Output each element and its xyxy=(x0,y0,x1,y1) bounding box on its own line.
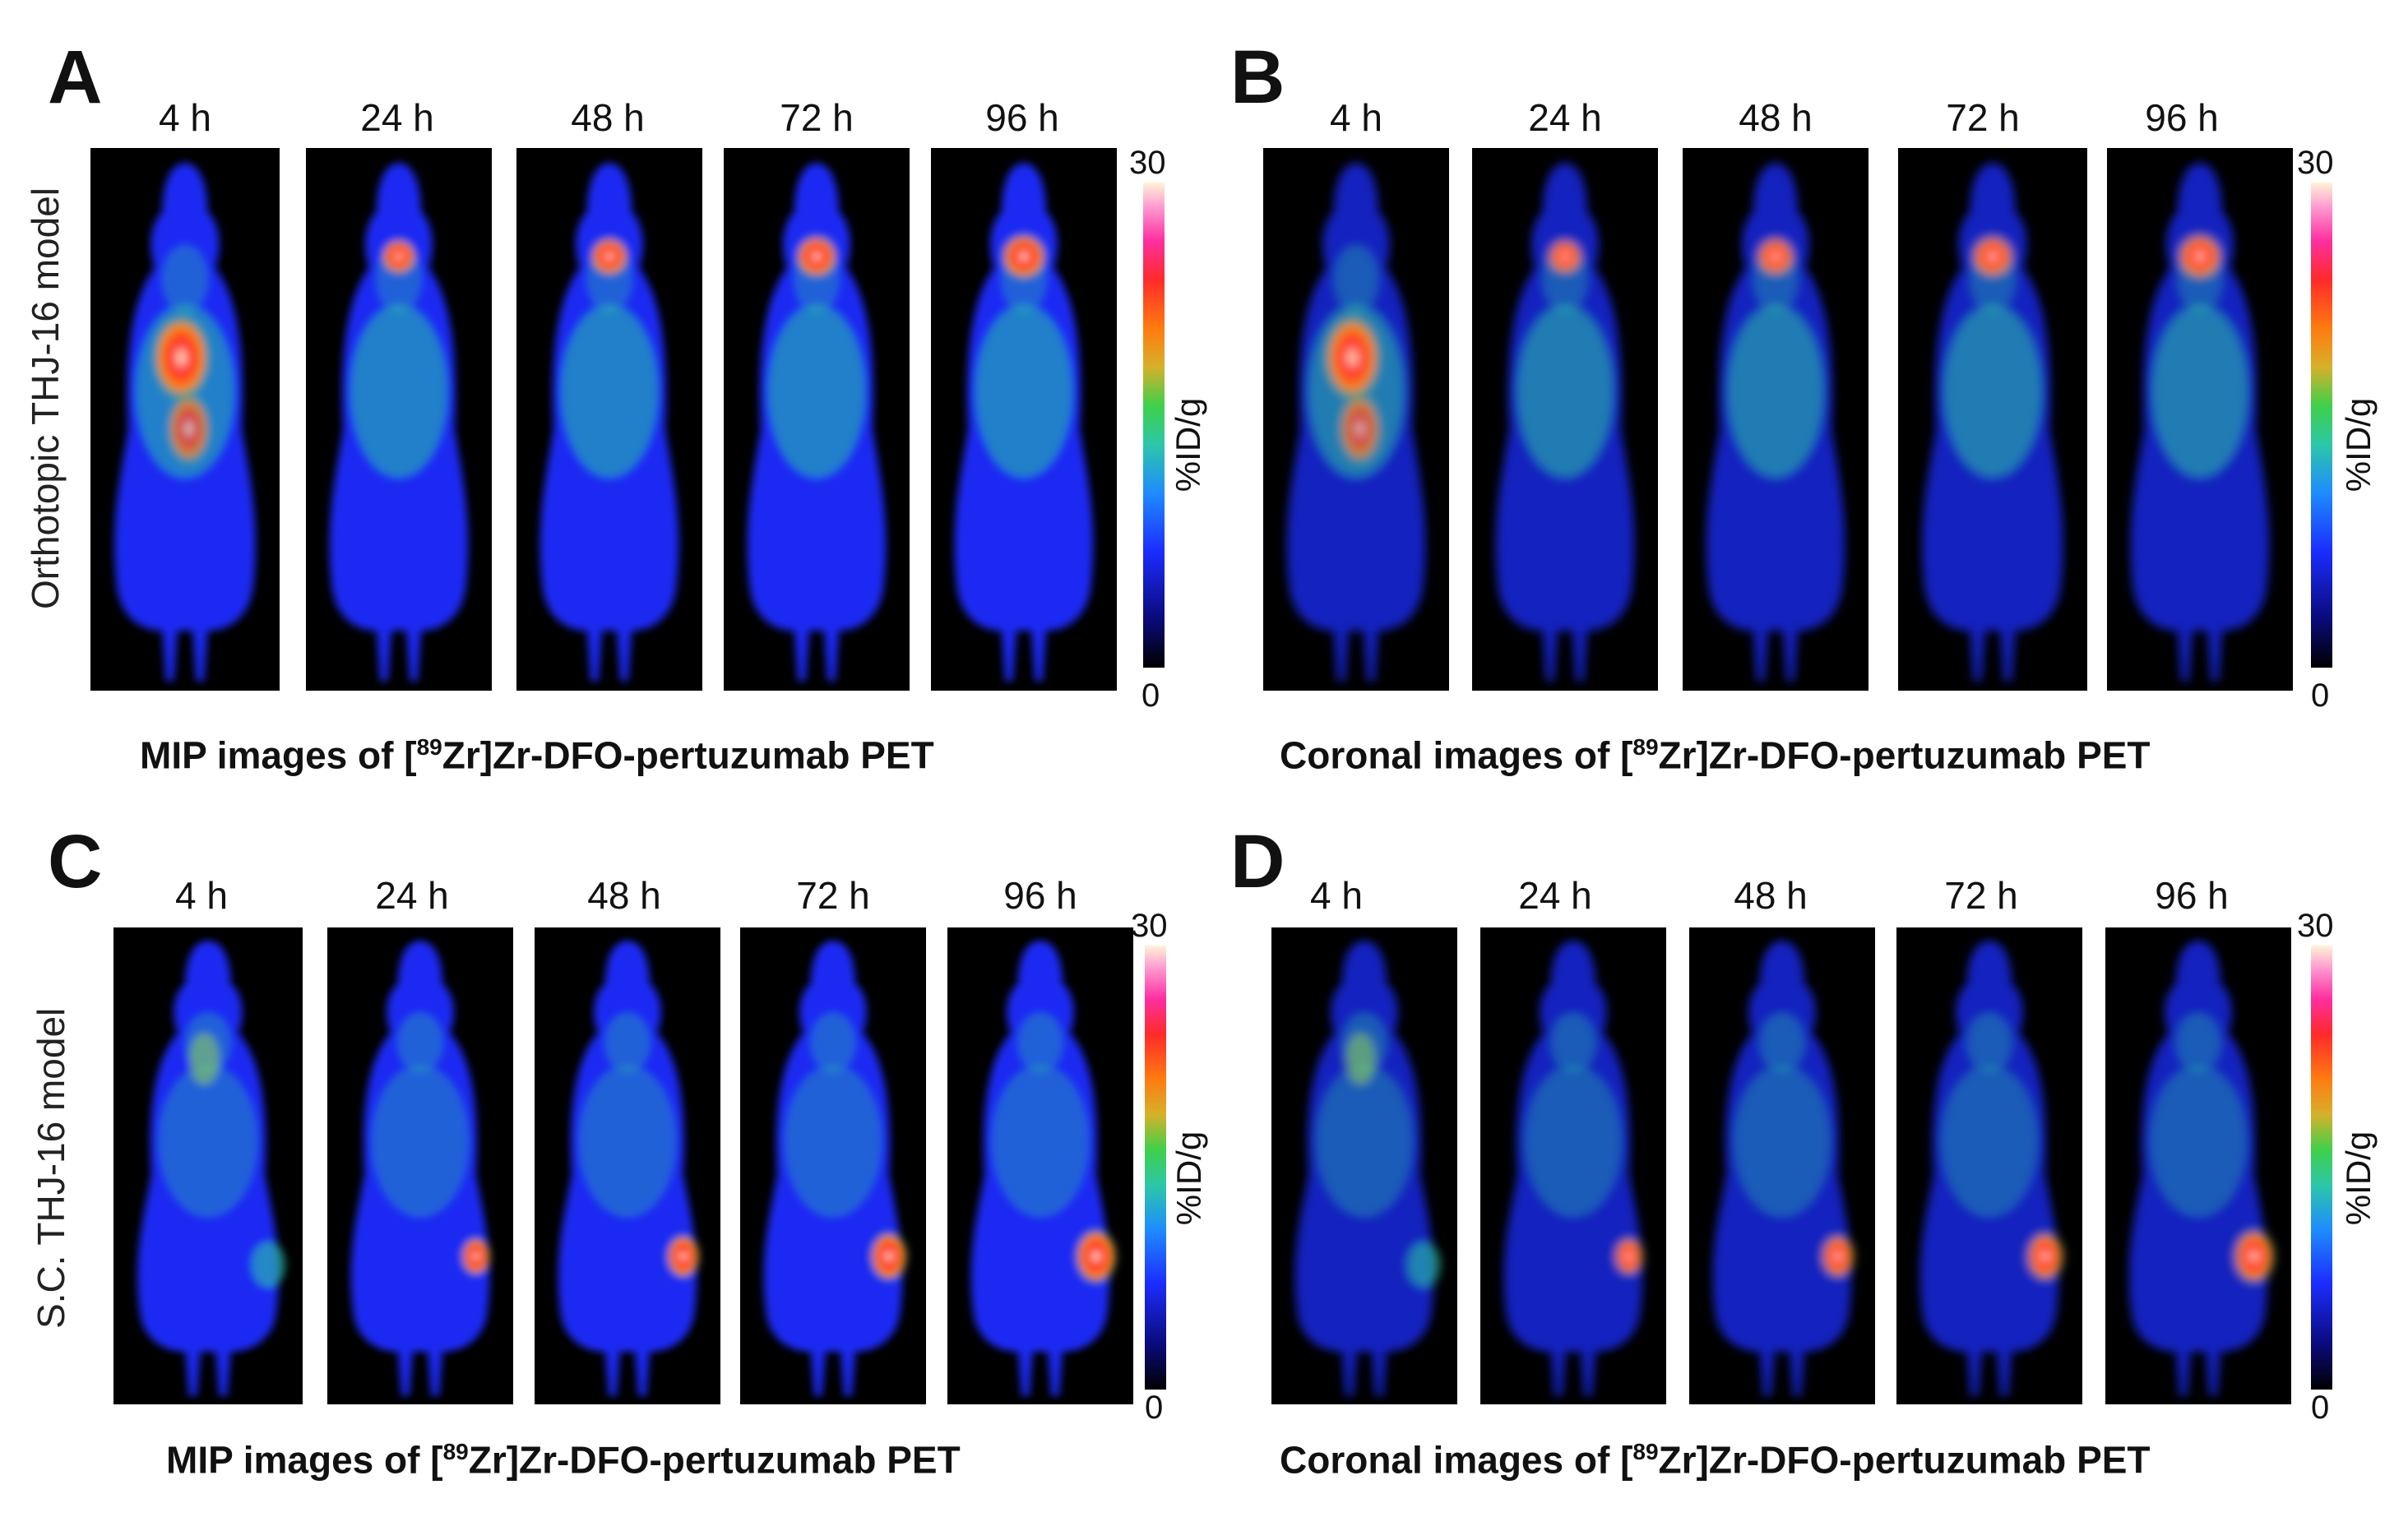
pet-silhouette xyxy=(1706,163,1845,682)
time-label-d-4h: 4 h xyxy=(1310,874,1363,917)
time-label-c-4h: 4 h xyxy=(175,874,228,917)
caption-a-post: Zr]Zr-DFO-pertuzumab PET xyxy=(442,733,934,777)
time-label-b-96h: 96 h xyxy=(2145,96,2219,139)
colorbar-a-min: 0 xyxy=(1141,678,1160,714)
caption-c-sup: 89 xyxy=(442,1439,469,1464)
colorbar-a xyxy=(1143,183,1165,668)
pet-image-b-4h xyxy=(1263,148,1449,691)
colorbar-a-max: 30 xyxy=(1129,145,1166,181)
pet-silhouette xyxy=(2128,941,2276,1396)
pet-image-d-4h xyxy=(1271,927,1457,1404)
pet-silhouette xyxy=(2130,163,2270,682)
panel-letter-d: D xyxy=(1230,820,1285,904)
model-label-sc: S.C. THJ-16 model xyxy=(30,1007,72,1329)
colorbar-c-min: 0 xyxy=(1145,1390,1164,1426)
pet-image-c-96h xyxy=(947,927,1133,1404)
time-label-a-48h: 48 h xyxy=(571,96,645,139)
colorbar-c-unit: %ID/g xyxy=(1169,1131,1208,1226)
caption-a: MIP images of [89Zr]Zr-DFO-pertuzumab PE… xyxy=(140,733,934,777)
time-label-c-72h: 72 h xyxy=(796,874,870,917)
pet-silhouette xyxy=(350,941,492,1396)
pet-image-d-48h xyxy=(1689,927,1875,1404)
panel-letter-c: C xyxy=(48,820,103,904)
panel-letter-a: A xyxy=(48,35,103,119)
pet-silhouette xyxy=(970,941,1118,1396)
pet-image-b-72h xyxy=(1898,148,2087,691)
time-label-c-24h: 24 h xyxy=(375,874,449,917)
caption-b-pre: Coronal images of [ xyxy=(1280,733,1633,777)
pet-image-b-96h xyxy=(2107,148,2293,691)
time-label-b-48h: 48 h xyxy=(1739,96,1813,139)
pet-silhouette xyxy=(1294,941,1441,1396)
caption-b: Coronal images of [89Zr]Zr-DFO-pertuzuma… xyxy=(1280,733,2151,777)
colorbar-d-max: 30 xyxy=(2297,908,2334,944)
time-label-a-4h: 4 h xyxy=(159,96,211,139)
pet-silhouette xyxy=(763,941,910,1396)
time-label-c-96h: 96 h xyxy=(1003,874,1077,917)
caption-d-post: Zr]Zr-DFO-pertuzumab PET xyxy=(1658,1438,2151,1482)
time-label-c-48h: 48 h xyxy=(587,874,661,917)
caption-b-sup: 89 xyxy=(1632,734,1659,760)
pet-image-a-96h xyxy=(931,148,1117,691)
caption-c: MIP images of [89Zr]Zr-DFO-pertuzumab PE… xyxy=(166,1438,961,1482)
time-label-a-96h: 96 h xyxy=(985,96,1059,139)
time-label-a-72h: 72 h xyxy=(780,96,854,139)
pet-image-c-48h xyxy=(535,927,720,1404)
time-label-b-24h: 24 h xyxy=(1528,96,1602,139)
caption-d-pre: Coronal images of [ xyxy=(1280,1438,1633,1482)
time-label-d-24h: 24 h xyxy=(1518,874,1592,917)
pet-image-a-4h xyxy=(90,148,280,691)
time-label-d-72h: 72 h xyxy=(1944,874,2018,917)
pet-silhouette xyxy=(539,163,679,682)
pet-image-d-24h xyxy=(1480,927,1666,1404)
time-label-d-96h: 96 h xyxy=(2155,874,2229,917)
pet-silhouette xyxy=(114,163,256,682)
time-label-a-24h: 24 h xyxy=(360,96,434,139)
colorbar-b-unit: %ID/g xyxy=(2339,397,2378,493)
colorbar-a-unit: %ID/g xyxy=(1169,397,1207,493)
colorbar-d-min: 0 xyxy=(2311,1390,2330,1426)
colorbar-b-max: 30 xyxy=(2297,145,2334,181)
pet-image-d-96h xyxy=(2105,927,2291,1404)
pet-image-c-24h xyxy=(327,927,513,1404)
pet-silhouette xyxy=(137,941,286,1396)
colorbar-c-max: 30 xyxy=(1131,908,1168,944)
caption-a-pre: MIP images of [ xyxy=(140,733,417,777)
colorbar-b-min: 0 xyxy=(2311,678,2330,714)
pet-image-c-4h xyxy=(113,927,303,1404)
pet-silhouette xyxy=(1919,941,2066,1396)
pet-image-c-72h xyxy=(740,927,926,1404)
caption-c-pre: MIP images of [ xyxy=(166,1438,443,1482)
pet-silhouette xyxy=(329,163,469,682)
pet-silhouette xyxy=(954,163,1094,682)
pet-silhouette xyxy=(1495,163,1635,682)
colorbar-d xyxy=(2311,946,2332,1390)
caption-d: Coronal images of [89Zr]Zr-DFO-pertuzuma… xyxy=(1280,1438,2151,1482)
pet-image-d-72h xyxy=(1896,927,2082,1404)
time-label-b-72h: 72 h xyxy=(1946,96,2020,139)
pet-silhouette xyxy=(558,941,702,1396)
model-label-orthotopic: Orthotopic THJ-16 model xyxy=(24,187,67,609)
panel-letter-b: B xyxy=(1230,35,1285,119)
colorbar-d-unit: %ID/g xyxy=(2339,1131,2378,1226)
pet-image-b-48h xyxy=(1683,148,1869,691)
caption-c-post: Zr]Zr-DFO-pertuzumab PET xyxy=(468,1438,961,1482)
caption-d-sup: 89 xyxy=(1632,1439,1659,1464)
pet-image-a-24h xyxy=(306,148,492,691)
time-label-b-4h: 4 h xyxy=(1330,96,1382,139)
pet-silhouette xyxy=(1503,941,1645,1396)
pet-silhouette xyxy=(1922,163,2063,682)
caption-a-sup: 89 xyxy=(416,734,442,760)
pet-silhouette xyxy=(1286,163,1426,682)
pet-silhouette xyxy=(747,163,887,682)
pet-image-a-48h xyxy=(516,148,702,691)
time-label-d-48h: 48 h xyxy=(1734,874,1808,917)
pet-silhouette xyxy=(1712,941,1856,1396)
colorbar-b xyxy=(2311,183,2332,668)
pet-image-a-72h xyxy=(724,148,910,691)
pet-image-b-24h xyxy=(1472,148,1658,691)
colorbar-c xyxy=(1145,946,1166,1390)
caption-b-post: Zr]Zr-DFO-pertuzumab PET xyxy=(1658,733,2151,777)
